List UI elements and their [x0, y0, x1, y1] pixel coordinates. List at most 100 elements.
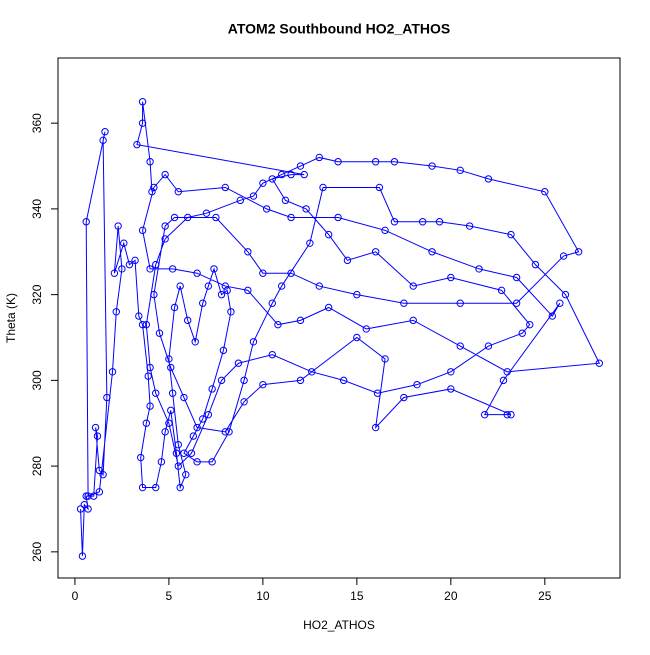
data-point	[296, 316, 305, 325]
data-point	[381, 226, 389, 235]
y-tick-label: 300	[30, 370, 44, 390]
data-point	[221, 428, 229, 436]
data-point	[155, 329, 164, 337]
data-point	[244, 248, 252, 256]
data-point	[95, 488, 104, 496]
data-point	[221, 183, 229, 192]
data-point	[161, 170, 169, 179]
data-point	[371, 158, 380, 166]
data-point	[176, 483, 184, 492]
data-point	[249, 338, 258, 346]
data-point	[172, 449, 181, 457]
data-point	[161, 222, 169, 230]
data-point	[559, 252, 568, 260]
data-point	[99, 470, 107, 479]
data-point	[144, 372, 152, 380]
data-point	[259, 380, 267, 389]
data-point	[168, 265, 177, 273]
data-point	[400, 393, 408, 402]
data-point	[204, 282, 213, 290]
data-point	[339, 376, 348, 385]
data-point	[353, 290, 361, 299]
data-point	[277, 282, 286, 290]
data-point	[170, 303, 179, 312]
data-point	[165, 419, 173, 427]
data-point	[112, 308, 120, 316]
data-point	[371, 248, 380, 256]
data-point	[202, 209, 211, 217]
data-point	[400, 299, 408, 307]
data-point	[390, 158, 399, 166]
data-point	[428, 248, 436, 256]
data-point	[76, 505, 85, 513]
data-point	[574, 248, 583, 256]
data-point	[227, 308, 235, 316]
data-point	[390, 218, 399, 226]
data-point	[334, 158, 342, 166]
data-point	[465, 222, 474, 230]
data-point	[170, 213, 179, 222]
data-point	[131, 256, 139, 265]
data-point	[183, 316, 192, 325]
data-point	[306, 239, 314, 247]
data-point	[138, 320, 147, 329]
data-point	[225, 428, 233, 436]
data-point	[456, 342, 464, 350]
data-point	[110, 269, 119, 277]
data-point	[152, 389, 160, 397]
data-point	[187, 449, 196, 457]
data-point	[287, 213, 295, 222]
data-point	[152, 483, 160, 492]
data-point	[182, 470, 190, 479]
data-point	[409, 282, 417, 290]
data-point	[319, 183, 327, 192]
x-tick-label: 20	[444, 589, 458, 603]
data-point	[193, 269, 201, 277]
data-point	[343, 256, 352, 265]
data-point	[268, 350, 276, 359]
data-point	[150, 183, 158, 192]
data-point	[199, 415, 207, 423]
data-point	[217, 290, 226, 299]
y-tick-label: 340	[30, 199, 44, 219]
x-tick-label: 15	[350, 589, 364, 603]
data-point	[167, 363, 175, 372]
data-point	[556, 299, 564, 307]
data-point	[244, 286, 252, 295]
x-tick-label: 25	[538, 589, 552, 603]
data-point	[135, 312, 143, 320]
data-point	[548, 312, 557, 320]
data-point	[324, 230, 333, 239]
data-point	[499, 376, 508, 385]
data-point	[287, 170, 295, 179]
y-tick-label: 280	[30, 456, 44, 476]
data-point	[91, 423, 100, 432]
data-point	[82, 218, 90, 226]
data-point	[353, 333, 361, 342]
data-point	[259, 269, 267, 277]
data-point	[435, 218, 444, 226]
data-point	[259, 179, 267, 187]
data-point	[103, 393, 111, 402]
data-point	[281, 196, 290, 205]
data-point	[161, 428, 169, 436]
data-point	[161, 235, 169, 243]
data-point	[118, 265, 126, 273]
data-point	[174, 462, 182, 470]
data-point	[503, 410, 511, 419]
x-tick-label: 0	[72, 589, 79, 603]
data-point	[413, 380, 421, 389]
data-point	[138, 483, 147, 492]
data-point	[315, 282, 323, 290]
data-point	[165, 355, 173, 363]
data-point	[95, 466, 104, 475]
data-point	[138, 226, 147, 235]
data-point	[371, 423, 380, 432]
data-point	[480, 410, 489, 419]
data-point	[561, 290, 570, 299]
data-point	[180, 393, 188, 402]
data-point	[176, 282, 184, 290]
data-point	[142, 419, 151, 427]
